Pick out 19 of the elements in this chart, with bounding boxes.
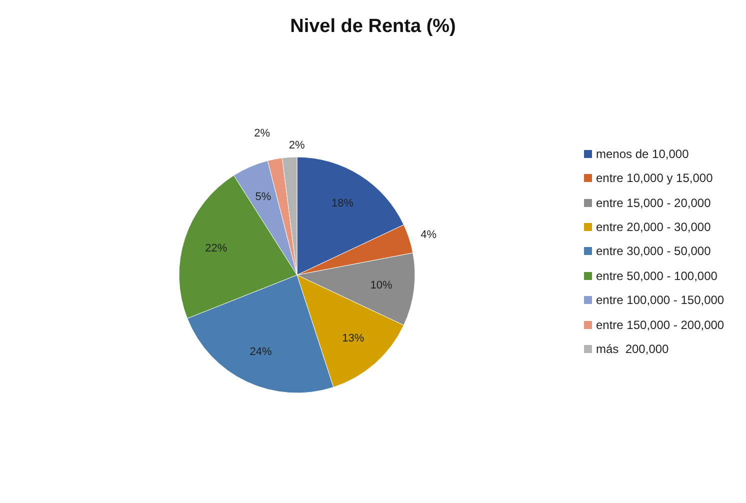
data-label: 5% [255,191,272,204]
legend-label: entre 30,000 - 50,000 [596,244,711,258]
legend-label: entre 50,000 - 100,000 [596,268,718,283]
legend-label: entre 150,000 - 200,000 [596,318,724,332]
legend-label: menos de 10,000 [596,146,689,161]
data-label: 2% [288,139,305,152]
legend-label: entre 100,000 - 150,000 [596,293,724,308]
data-label: 2% [254,128,270,140]
data-label: 13% [342,332,364,345]
chart-title: Nivel de Renta (%) [289,16,457,38]
legend-label: entre 10,000 y 15,000 [596,171,713,186]
data-label: 4% [420,228,437,241]
legend-label: entre 20,000 - 30,000 [596,220,711,234]
legend-label: más 200,000 [596,342,669,356]
data-label: 10% [370,280,393,292]
data-label: 18% [332,197,354,210]
legend-label: entre 15,000 - 20,000 [596,196,711,210]
data-label: 24% [250,346,272,358]
data-label: 22% [205,242,228,255]
